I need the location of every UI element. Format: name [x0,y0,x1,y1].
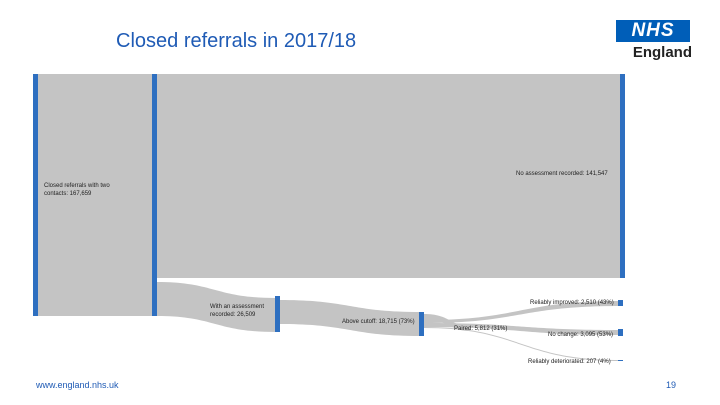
label-paired: Paired: 5,812 (31%) [454,326,508,332]
label-above-cutoff: Above cutoff: 18,715 (73%) [342,319,415,325]
node-no-change [618,329,623,336]
link-to-no-assessment [157,74,621,278]
nhs-england-logo: NHS England [616,20,692,66]
link-to-above-cutoff [280,300,420,336]
node-no-assessment [620,74,625,278]
node-closed-referrals [33,74,38,316]
link-to-reliably-improved [424,301,620,323]
nhs-logo-word: England [632,44,692,61]
page-number: 19 [666,380,677,390]
label-no-assessment: No assessment recorded: 141,547 [516,171,608,177]
node-split [152,74,157,316]
link-to-no-change [424,323,620,335]
node-above-cutoff [419,312,424,336]
nhs-logo-box: NHS [616,20,690,42]
label-with-assessment: With an assessment recorded: 26,509 [210,304,265,318]
link-to-with-assessment [157,282,276,332]
label-reliably-improved: Reliably improved: 2,510 (43%) [530,300,614,306]
link-total-to-split [38,74,153,316]
page-title: Closed referrals in 2017/18 [116,30,357,52]
node-with-assessment [275,296,280,332]
label-no-change: No change: 3,095 (53%) [548,332,614,338]
footer-url: www.england.nhs.uk [36,380,119,390]
label-reliably-deteriorated: Reliably deteriorated: 207 (4%) [528,359,611,365]
node-reliably-deteriorated [618,360,623,361]
node-reliably-improved [618,300,623,306]
label-closed-referrals: Closed referrals with two contacts: 167,… [44,183,110,197]
